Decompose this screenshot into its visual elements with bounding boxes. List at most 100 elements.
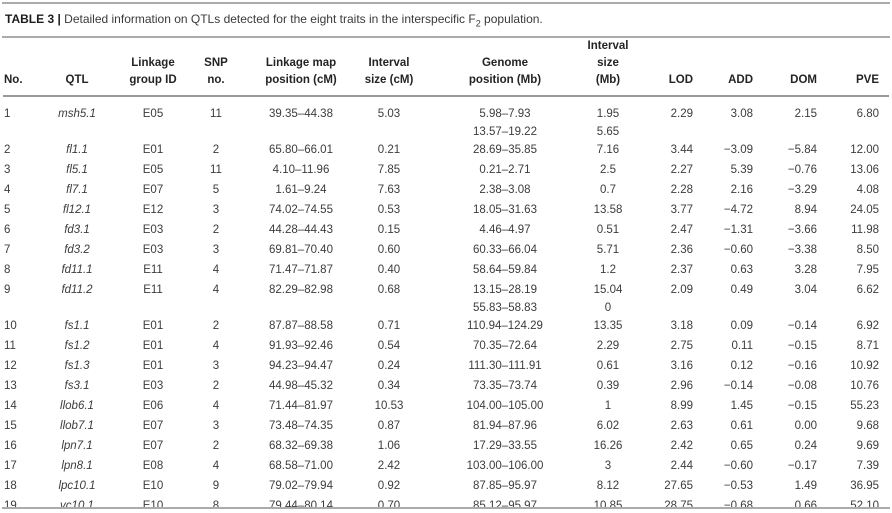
cell-interval_mb: 13.35 <box>585 316 631 336</box>
cell-qtl: fl7.1 <box>66 184 88 196</box>
cell-lod: 2.63 <box>670 420 693 432</box>
cell-qtl: fd11.2 <box>61 284 93 296</box>
cell-map_position: 79.02–79.94 <box>269 480 333 492</box>
cell-line: 16.26 <box>593 440 623 452</box>
cell-line: 3 <box>604 460 612 472</box>
cell-snp: 2 <box>212 440 220 452</box>
cell-interval_mb: 0.61 <box>585 356 631 376</box>
cell-add: 0.61 <box>730 420 753 432</box>
cell-snp: 2 <box>212 320 220 332</box>
cell-line: 0.51 <box>596 224 620 236</box>
cell-add: −0.53 <box>723 480 753 492</box>
cell-map_position: 68.58–71.00 <box>269 460 333 472</box>
cell-qtl: vc10.1 <box>60 500 94 512</box>
table-caption: Detailed information on QTLs detected fo… <box>64 12 543 29</box>
cell-genome_position: 17.29–33.55 <box>425 436 585 456</box>
cell-line: 18.05–31.63 <box>473 204 537 216</box>
cell-no: 13 <box>4 380 17 392</box>
cell-add: −0.60 <box>723 460 753 472</box>
cell-dom: −5.84 <box>787 144 817 156</box>
cell-linkage_group: E01 <box>142 340 164 352</box>
cell-linkage_group: E01 <box>142 360 164 372</box>
cell-linkage_group: E03 <box>142 224 164 236</box>
table-row: 7 fd3.2 E03 3 69.81–70.40 0.60 60.33–66.04 5.71… <box>3 240 889 260</box>
cell-qtl: fd11.1 <box>61 264 93 276</box>
column-header-lod: LOD <box>631 38 699 97</box>
bottom-rule <box>2 507 890 509</box>
cell-line: 15.04 <box>593 284 623 296</box>
cell-linkage_group: E08 <box>142 460 164 472</box>
cell-genome_position: 2.38–3.08 <box>425 180 585 200</box>
column-header-linkage_group: Linkage group ID <box>123 38 183 97</box>
cell-interval_cm: 7.63 <box>377 184 401 196</box>
cell-snp: 4 <box>212 284 220 296</box>
table-label: TABLE 3 <box>5 12 55 26</box>
cell-pve: 55.23 <box>850 400 879 412</box>
column-header-line: No. <box>4 74 23 86</box>
cell-dom: 3.04 <box>794 284 817 296</box>
cell-line: 60.33–66.04 <box>473 244 537 256</box>
cell-interval_mb: 2.5 <box>585 160 631 180</box>
cell-lod: 2.09 <box>670 284 693 296</box>
table-row: 10 fs1.1 E01 2 87.87–88.58 0.71 110.94–124.29 1… <box>3 316 889 336</box>
cell-lod: 2.47 <box>670 224 693 236</box>
cell-pve: 52.10 <box>850 500 879 512</box>
cell-line: 6.02 <box>596 420 620 432</box>
cell-line: 7.16 <box>596 144 620 156</box>
cell-interval_cm: 0.70 <box>377 500 401 512</box>
cell-interval_cm: 0.21 <box>377 144 401 156</box>
cell-qtl: llob6.1 <box>60 400 94 412</box>
cell-snp: 4 <box>212 460 220 472</box>
cell-interval_mb: 0.51 <box>585 220 631 240</box>
column-header-line: Linkage map <box>265 57 337 69</box>
cell-snp: 3 <box>212 360 220 372</box>
column-header-map_position: Linkage map position (cM) <box>249 38 353 97</box>
table-row: 17 lpn8.1 E08 4 68.58–71.00 2.42 103.00–106.00… <box>3 456 889 476</box>
cell-line: 85.12–95.97 <box>473 500 537 512</box>
cell-pve: 11.98 <box>851 224 879 236</box>
cell-interval_mb: 7.16 <box>585 140 631 160</box>
cell-line: 0.61 <box>596 360 620 372</box>
cell-no: 18 <box>4 480 17 492</box>
cell-add: 2.16 <box>730 184 753 196</box>
cell-line: 5.65 <box>596 126 620 138</box>
cell-no: 16 <box>4 440 17 452</box>
column-header-line: QTL <box>65 74 89 86</box>
column-header-interval_cm: Interval size (cM) <box>353 38 425 97</box>
cell-genome_position: 58.64–59.84 <box>425 260 585 280</box>
cell-line: 1.95 <box>596 108 620 120</box>
table-row: 19 vc10.1 E10 8 79.44–80.14 0.70 85.12–95.97 10… <box>3 496 889 513</box>
cell-interval_mb: 1.2 <box>585 260 631 280</box>
cell-pve: 24.05 <box>850 204 879 216</box>
cell-dom: −0.14 <box>787 320 817 332</box>
cell-genome_position: 111.30–111.91 <box>425 356 585 376</box>
cell-snp: 9 <box>212 480 220 492</box>
cell-linkage_group: E07 <box>142 420 164 432</box>
cell-qtl: fl12.1 <box>62 204 92 216</box>
cell-interval_cm: 7.85 <box>377 164 401 176</box>
cell-dom: 1.49 <box>794 480 817 492</box>
column-header-line: DOM <box>790 74 817 86</box>
cell-linkage_group: E01 <box>142 144 164 156</box>
cell-no: 17 <box>4 460 17 472</box>
column-header-line: Interval <box>368 57 410 69</box>
cell-add: 0.12 <box>730 360 753 372</box>
cell-linkage_group: E11 <box>143 264 163 276</box>
cell-line: 10.85 <box>593 500 623 512</box>
cell-interval_mb: 2.29 <box>585 336 631 356</box>
cell-no: 1 <box>4 108 11 120</box>
cell-lod: 8.99 <box>670 400 693 412</box>
cell-line: 1.2 <box>600 264 616 276</box>
cell-dom: −0.16 <box>787 360 817 372</box>
cell-linkage_group: E05 <box>142 108 164 120</box>
cell-lod: 3.18 <box>670 320 693 332</box>
cell-lod: 3.44 <box>670 144 693 156</box>
cell-map_position: 82.29–82.98 <box>269 284 333 296</box>
cell-genome_position: 18.05–31.63 <box>425 200 585 220</box>
cell-pve: 36.95 <box>850 480 879 492</box>
cell-genome_position: 60.33–66.04 <box>425 240 585 260</box>
cell-map_position: 73.48–74.35 <box>269 420 333 432</box>
title-separator-rule <box>2 36 890 38</box>
table-header: No. QTL Linkage group ID SNP no. Linkage map po… <box>3 38 889 97</box>
cell-genome_position: 103.00–106.00 <box>425 456 585 476</box>
